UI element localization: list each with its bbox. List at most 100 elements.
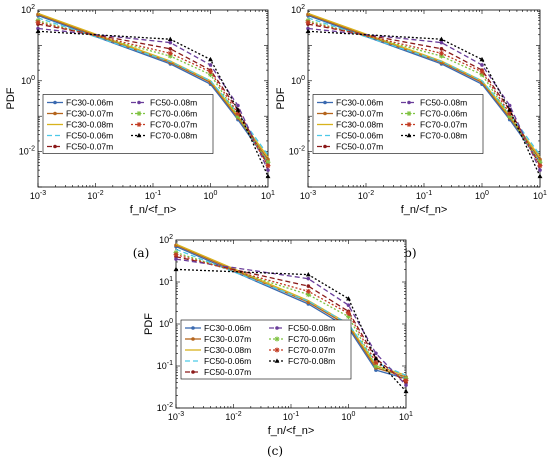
y-tick-label: 100	[291, 75, 305, 86]
data-point	[439, 40, 444, 45]
data-point	[208, 72, 213, 78]
data-point	[305, 288, 311, 294]
x-tick-label: 10-3	[168, 411, 184, 422]
data-point	[305, 272, 311, 277]
data-point	[438, 53, 444, 59]
x-tick-label: 10-3	[30, 190, 46, 201]
y-axis-label: PDF	[143, 313, 155, 335]
data-point	[265, 163, 271, 169]
y-tick-label: 100	[21, 75, 35, 86]
data-point	[538, 168, 542, 172]
data-point	[305, 28, 311, 34]
data-point	[507, 113, 513, 119]
legend-box	[42, 94, 214, 154]
legend-marker	[406, 122, 412, 127]
data-point	[305, 19, 311, 25]
data-point	[346, 310, 351, 316]
data-point	[173, 252, 179, 258]
legend-entry: FC50-0.07m	[66, 142, 113, 152]
y-tick-label: 102	[159, 234, 173, 245]
legend-marker	[275, 326, 279, 330]
x-tick-label: 101	[261, 190, 275, 201]
y-tick-label: 102	[291, 4, 305, 15]
data-point	[346, 303, 351, 308]
chart-a: 10-3 10-2 10-1 100 101 10-2 100 102 PDF f_n/<f_n>…	[5, 4, 275, 216]
y-axis-label: PDF	[5, 87, 17, 109]
data-point	[507, 107, 513, 112]
legend-marker	[136, 132, 142, 138]
legend-marker	[136, 111, 142, 116]
data-point	[235, 110, 241, 116]
legend-marker	[53, 111, 57, 116]
x-tick-label: 10-2	[225, 411, 241, 422]
data-point	[479, 69, 485, 75]
legend-marker	[323, 100, 327, 105]
data-point	[174, 257, 178, 261]
legend-entry: FC70-0.08m	[420, 131, 467, 141]
y-tick-label: 10-1	[157, 360, 173, 371]
panel-label-c: (c)	[267, 444, 283, 458]
x-tick-label: 101	[399, 411, 413, 422]
legend-entry: FC30-0.07m	[66, 109, 113, 119]
data-point	[235, 113, 241, 119]
data-point	[35, 28, 41, 34]
data-point	[439, 36, 444, 41]
legend-entry: FC50-0.06m	[66, 131, 113, 141]
legend-marker	[53, 144, 57, 149]
data-point	[36, 26, 40, 31]
legend-marker	[53, 100, 57, 105]
data-point	[266, 168, 270, 172]
legend-entry: FC50-0.06m	[336, 131, 383, 141]
data-point	[373, 360, 379, 366]
data-point	[404, 383, 408, 387]
data-point	[266, 157, 270, 162]
legend-entry: FC50-0.08m	[150, 98, 197, 108]
legend-marker	[191, 370, 195, 374]
legend-entry: FC50-0.08m	[288, 323, 335, 333]
data-point	[507, 103, 512, 108]
legend-marker	[406, 111, 412, 116]
legend-entry: FC30-0.08m	[66, 120, 113, 130]
x-tick-label: 10-1	[283, 411, 299, 422]
y-axis-label: PDF	[275, 87, 287, 109]
x-tick-label: 10-2	[87, 190, 103, 201]
data-point	[374, 351, 378, 356]
y-tick-label: 100	[159, 318, 173, 329]
data-point	[265, 159, 271, 165]
legend-box	[312, 94, 484, 154]
data-point	[306, 276, 311, 281]
legend-entry: FC70-0.06m	[420, 109, 467, 119]
data-point	[305, 292, 311, 298]
data-point	[507, 110, 513, 116]
series-line	[307, 20, 541, 163]
x-tick-label: 10-3	[300, 190, 316, 201]
x-axis-label: f_n/<f_n>	[268, 425, 315, 437]
series-line	[307, 23, 541, 167]
legend-entry: FC30-0.07m	[204, 334, 251, 344]
data-point	[306, 284, 311, 288]
x-tick-label: 10-1	[145, 190, 161, 201]
x-tick-label: 10-1	[416, 190, 432, 201]
legend-entry: FC70-0.08m	[150, 131, 197, 141]
y-tick-label: 10-2	[157, 402, 173, 413]
data-point	[537, 173, 543, 179]
data-point	[208, 63, 213, 67]
legend-entry: FC30-0.08m	[204, 345, 251, 355]
data-point	[479, 72, 485, 78]
legend-marker	[191, 337, 195, 341]
data-point	[373, 363, 379, 369]
legend-marker	[191, 326, 195, 330]
legend-entry: FC50-0.07m	[204, 367, 251, 377]
legend-marker	[407, 100, 411, 105]
data-point	[403, 388, 409, 394]
series-line	[307, 17, 541, 156]
data-point	[537, 159, 543, 165]
data-point	[167, 53, 173, 59]
data-point	[479, 56, 485, 62]
legend-marker	[323, 111, 327, 116]
legend-marker	[274, 358, 280, 363]
data-point	[438, 50, 444, 56]
data-point	[168, 47, 173, 51]
data-point	[403, 378, 409, 384]
legend-marker	[406, 132, 412, 138]
